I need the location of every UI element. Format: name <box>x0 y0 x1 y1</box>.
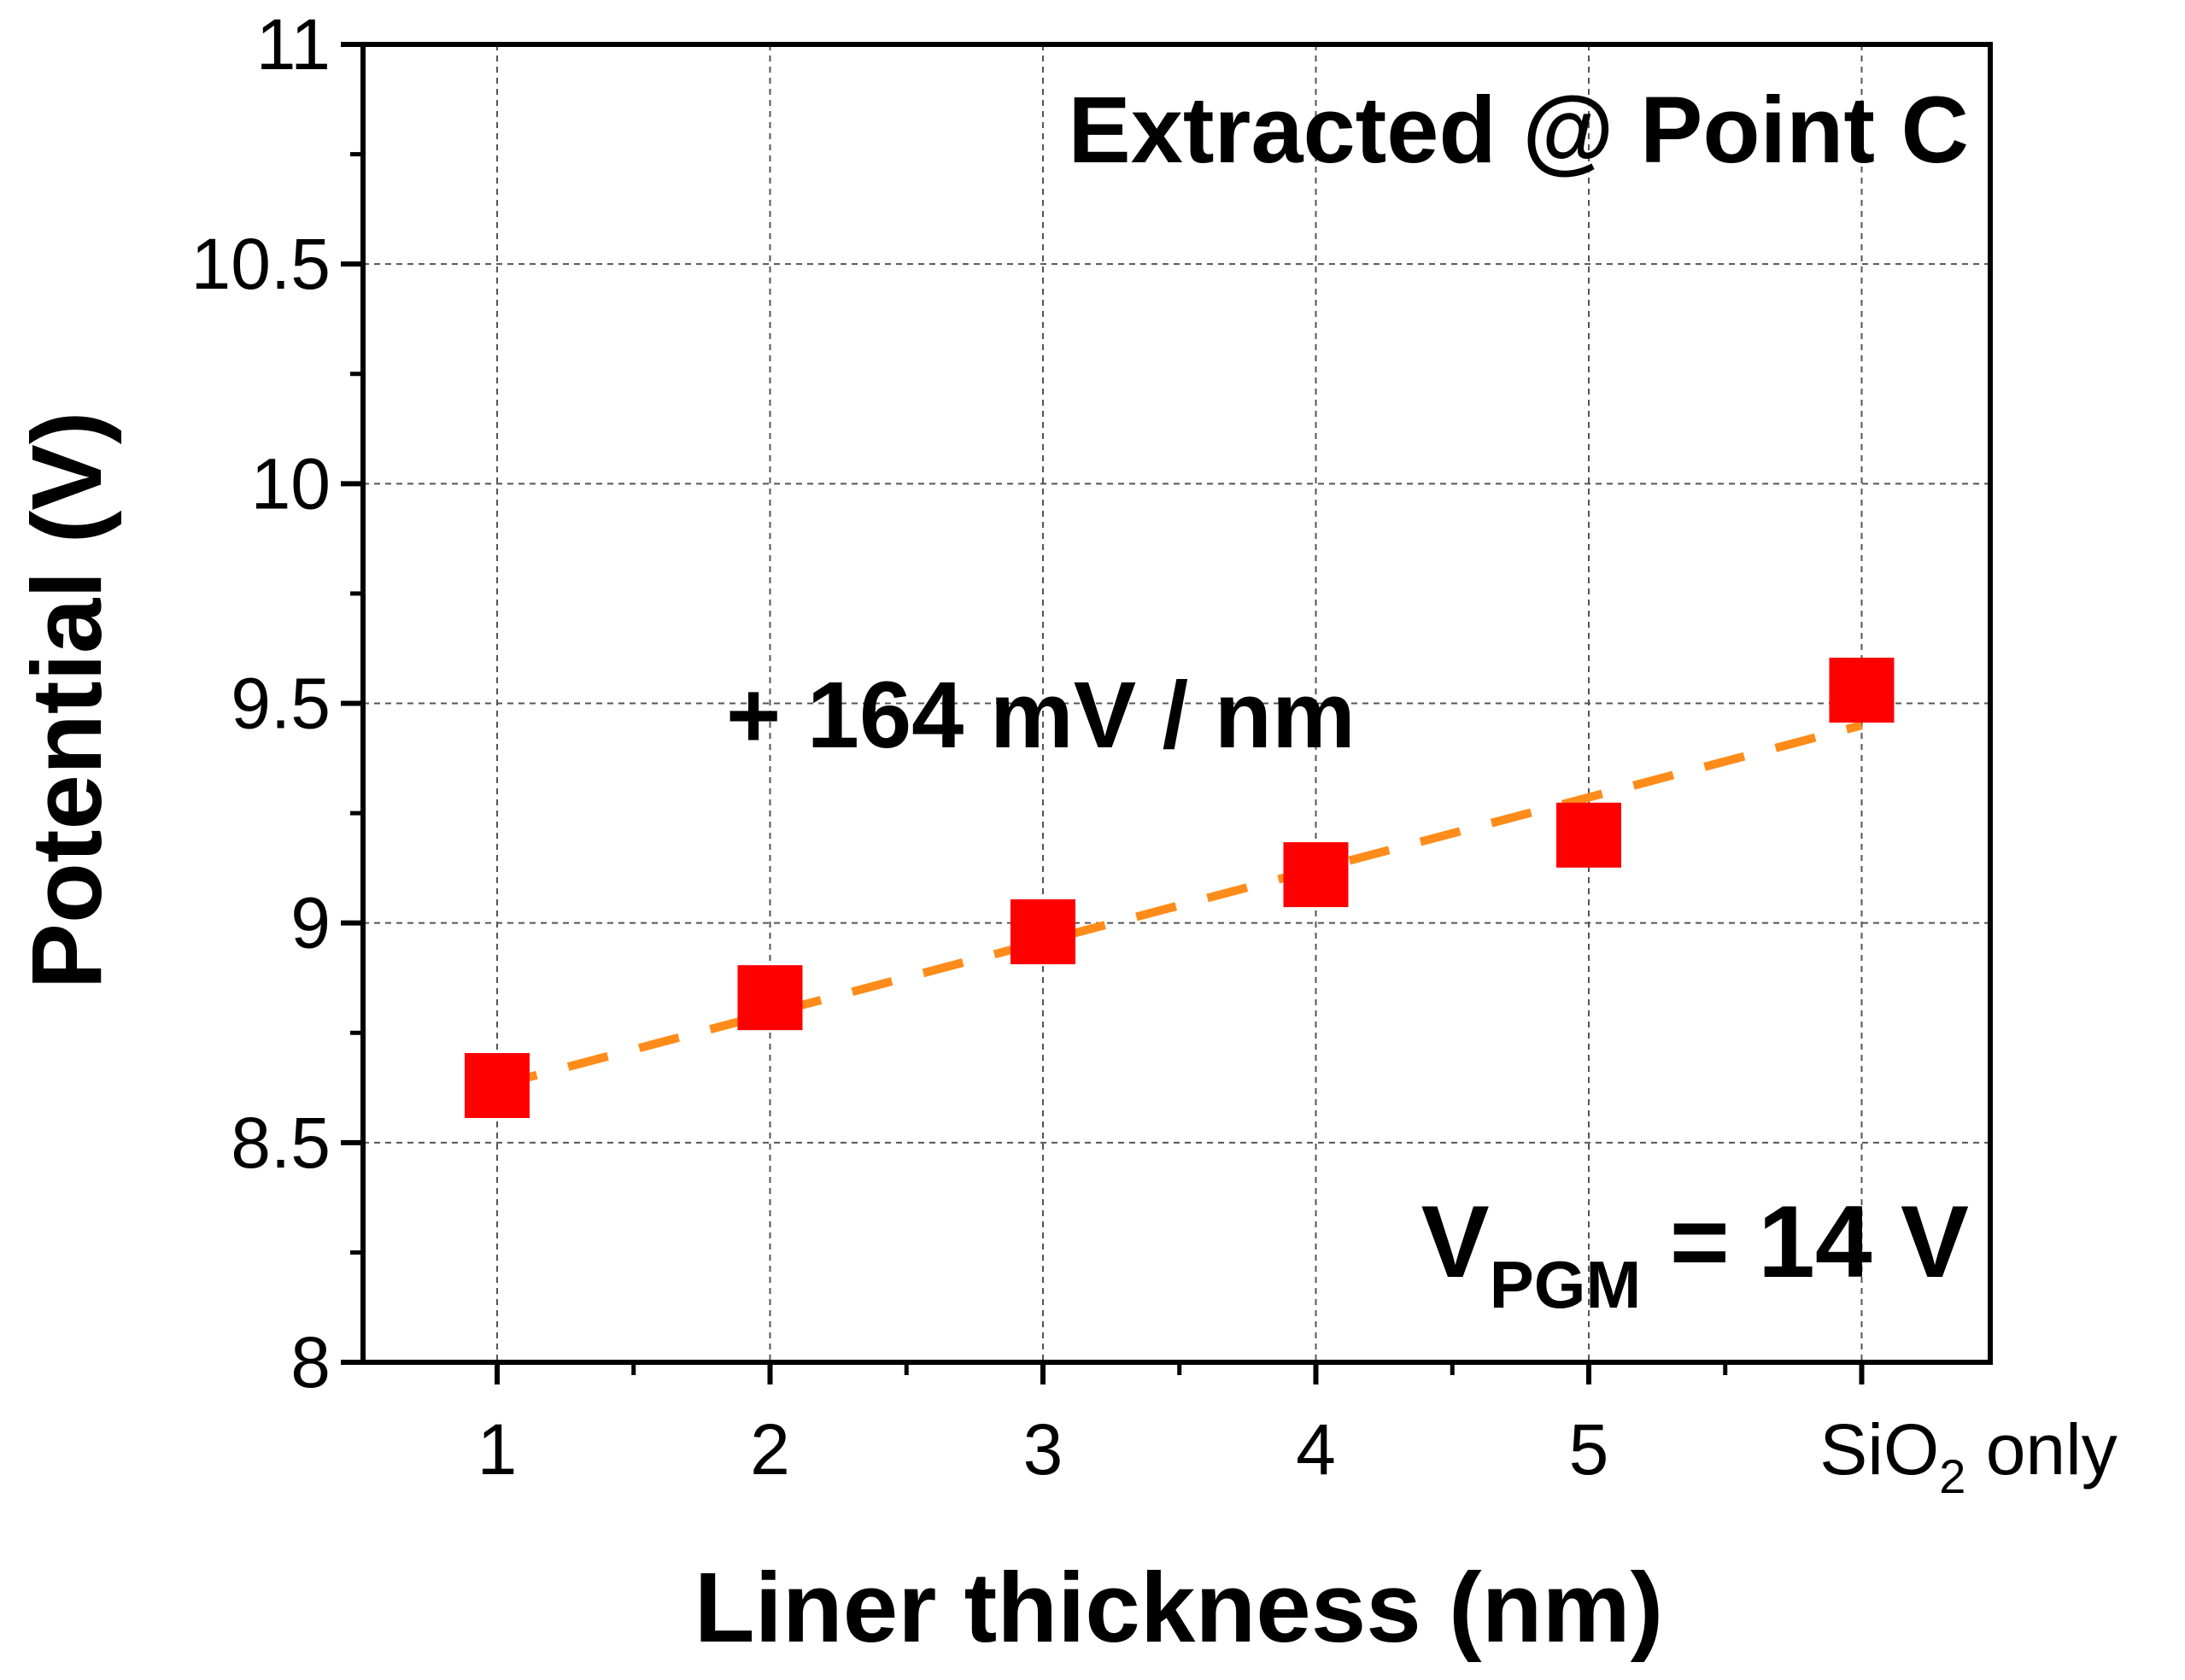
data-point <box>1283 842 1349 908</box>
x-tick-label: 2 <box>750 1409 790 1490</box>
y-tick-label: 11 <box>256 4 331 85</box>
data-point <box>1556 802 1621 868</box>
y-tick-label: 8 <box>290 1322 331 1402</box>
data-point <box>465 1052 530 1118</box>
y-axis-title: Potential (V) <box>11 412 122 990</box>
y-tick-label: 9 <box>290 883 331 963</box>
x-tick-labels: 1 2 3 4 5 SiO2 only <box>477 1409 2118 1503</box>
point-label-annotation: Extracted @ Point C <box>1068 78 1969 183</box>
y-tick-labels: 8 8.5 9 9.5 10 10.5 11 <box>191 4 331 1402</box>
axis-ticks <box>341 42 1865 1384</box>
data-point <box>737 965 803 1031</box>
y-tick-label: 10.5 <box>191 224 331 304</box>
x-tick-label: 3 <box>1023 1409 1063 1490</box>
vpgm-annotation: VPGM = 14 V <box>1421 1185 1969 1322</box>
fit-line <box>495 721 1863 1090</box>
x-tick-label: 4 <box>1296 1409 1336 1490</box>
y-tick-label: 10 <box>251 443 331 524</box>
y-tick-label: 9.5 <box>231 664 331 744</box>
x-tick-label: SiO2 only <box>1819 1409 2118 1503</box>
x-tick-label: 1 <box>477 1409 518 1490</box>
vpgm-subscript: PGM <box>1490 1247 1642 1322</box>
data-point <box>1010 899 1075 964</box>
fit-line-group <box>495 721 1863 1090</box>
slope-annotation: + 164 mV / nm <box>726 663 1356 768</box>
y-tick-label: 8.5 <box>231 1103 331 1183</box>
x-axis-title: Liner thickness (nm) <box>694 1552 1663 1663</box>
data-point <box>1829 658 1895 723</box>
vpgm-main: V <box>1421 1185 1490 1299</box>
vpgm-rest: = 14 V <box>1641 1185 1969 1299</box>
x-tick-label: 5 <box>1569 1409 1609 1490</box>
data-markers <box>465 658 1895 1118</box>
